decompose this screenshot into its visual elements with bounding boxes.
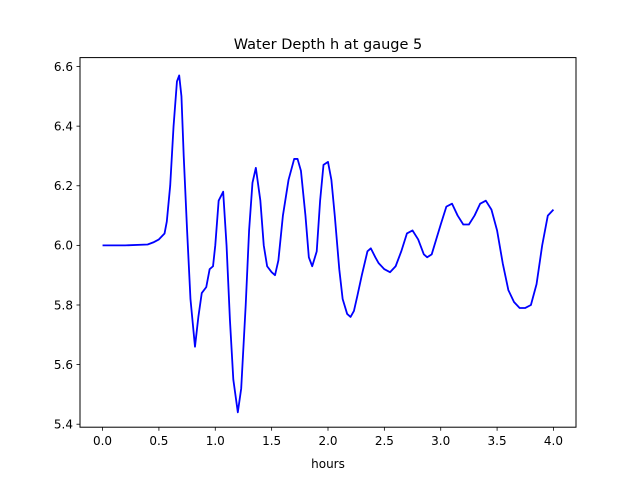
x-tick-label: 3.0 [431, 434, 450, 448]
x-tick-label: 2.5 [375, 434, 394, 448]
y-tick-label: 6.4 [54, 119, 73, 133]
chart-title: Water Depth h at gauge 5 [234, 37, 422, 53]
y-axis: 5.4 5.6 5.8 6.0 6.2 6.4 6.6 [54, 60, 80, 432]
y-tick-label: 5.6 [54, 358, 73, 372]
y-tick-label: 6.2 [54, 179, 73, 193]
x-tick-label: 4.0 [544, 434, 563, 448]
x-tick-label: 2.0 [318, 434, 337, 448]
series-line [102, 74, 555, 414]
x-tick-label: 3.5 [488, 434, 507, 448]
y-tick-label: 6.6 [54, 60, 73, 74]
plot-area [102, 74, 555, 414]
x-tick-label: 1.5 [262, 434, 281, 448]
y-tick-label: 5.8 [54, 298, 73, 312]
x-tick-label: 0.5 [149, 434, 168, 448]
x-tick-label: 0.0 [93, 434, 112, 448]
x-axis: 0.0 0.5 1.0 1.5 2.0 2.5 3.0 3.5 4.0 [93, 427, 563, 448]
y-tick-label: 6.0 [54, 239, 73, 253]
y-tick-label: 5.4 [54, 418, 73, 432]
x-axis-label: hours [311, 457, 345, 471]
x-tick-label: 1.0 [206, 434, 225, 448]
